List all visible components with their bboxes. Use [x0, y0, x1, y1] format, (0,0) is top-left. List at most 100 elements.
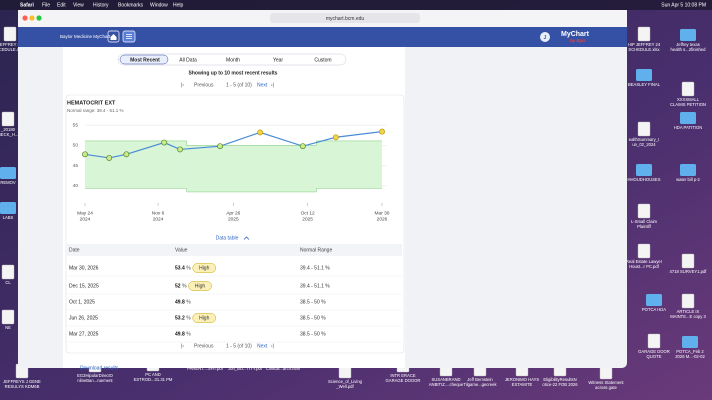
filter-tab[interactable]: Most Recent [130, 57, 160, 63]
row-value: 52 [175, 283, 181, 289]
address-bar[interactable] [270, 13, 420, 23]
pager-previous[interactable]: Previous [194, 343, 214, 349]
icon-label: Houst...r PC.pdf [629, 264, 660, 269]
high-flag-label: High [199, 266, 210, 272]
file-icon[interactable] [637, 243, 651, 259]
pager-previous[interactable]: Previous [194, 82, 214, 88]
avatar[interactable] [540, 32, 550, 42]
icon-label: _20180 [0, 127, 16, 132]
point[interactable] [106, 154, 113, 161]
icon-label: ealthSummary_I [629, 137, 660, 142]
row-range: 38.5 - 50 % [300, 299, 326, 305]
app-menu[interactable]: Safari [20, 2, 35, 8]
x-tick-year: 2024 [80, 216, 91, 222]
folder-icon[interactable] [646, 294, 662, 306]
zoom-button[interactable] [36, 15, 42, 21]
icon-label: BEASLEY FINAL [628, 82, 661, 87]
file-icon[interactable] [1, 264, 15, 280]
high-point[interactable] [257, 129, 264, 136]
row-unit: % [186, 331, 191, 337]
folder-icon[interactable] [680, 29, 696, 41]
icon-label: un_02_2024 [632, 142, 656, 147]
file-icon[interactable] [647, 333, 661, 349]
minimize-button[interactable] [29, 15, 35, 21]
brand: Baylor Medicine MyChart [60, 34, 111, 39]
row-range: 39.4 - 51.1 % [300, 265, 330, 271]
folder-icon[interactable] [636, 69, 652, 81]
icon-label: INTR ERACE [390, 373, 416, 378]
icon-label: HIP JEFFREY 24 [628, 42, 661, 47]
file-icon[interactable] [3, 26, 17, 42]
table-header [66, 244, 402, 256]
icon-label: JEFFREY 24 [0, 42, 23, 47]
point[interactable] [299, 143, 306, 150]
folder-icon[interactable] [0, 202, 16, 214]
row-range: 39.4 - 51.1 % [300, 283, 330, 289]
high-point[interactable] [332, 134, 339, 141]
point[interactable] [123, 151, 130, 158]
filter-tab[interactable]: Custom [314, 57, 331, 63]
filter-tab[interactable]: All Data [179, 57, 197, 63]
icon-label: ANBITIZ....cheque [429, 382, 464, 387]
icon-label: GARAGE DOOOR [386, 378, 421, 383]
file-icon[interactable] [637, 203, 651, 219]
close-button[interactable] [22, 15, 28, 21]
menu-items: File Edit View History Bookmarks Window Help [42, 2, 184, 8]
row-date: Dec 15, 2025 [69, 283, 99, 289]
file-icon[interactable] [681, 293, 695, 309]
x-tick-label: Oct 12 [301, 210, 315, 216]
icon-label: NECK_H... [0, 132, 18, 137]
icon-label: REMOV [0, 180, 16, 185]
avatar-letter: J [544, 35, 547, 41]
folder-icon[interactable] [682, 336, 698, 348]
filter-tab[interactable]: Year [273, 57, 283, 63]
file-icon[interactable] [637, 121, 651, 137]
download-results[interactable]: Download results [80, 365, 119, 371]
icon-label: LABS [3, 215, 14, 220]
icon-label: 4718 SURVEY1.pdf [670, 269, 708, 274]
point[interactable] [82, 151, 88, 158]
point[interactable] [177, 146, 183, 153]
icon-label: SCEDULE.xlsx [0, 47, 25, 52]
data-table-toggle[interactable]: Data table [216, 235, 239, 241]
pager-next[interactable]: Next [257, 343, 268, 349]
folder-icon[interactable] [680, 112, 696, 124]
folder-icon[interactable] [680, 164, 696, 176]
menu-item[interactable]: Window [150, 2, 168, 8]
menu-item[interactable]: Edit [57, 2, 66, 8]
menu-item[interactable]: Help [173, 2, 184, 8]
row-unit: % [186, 299, 191, 305]
folder-icon[interactable] [0, 167, 16, 179]
high-flag [192, 313, 216, 323]
icon-label: Plaintiff [637, 224, 651, 229]
pager-arrows: ›| [271, 82, 274, 88]
home-button[interactable] [107, 30, 120, 43]
file-icon[interactable] [1, 111, 15, 127]
high-flag-label: High [195, 284, 206, 290]
file-icon[interactable] [681, 81, 695, 97]
menu-item[interactable]: History [93, 2, 109, 8]
row-date: Oct 1, 2025 [69, 299, 95, 305]
file-icon[interactable] [637, 26, 651, 42]
icon-label: NE [5, 325, 11, 330]
row-range: 38.5 - 50 % [300, 315, 326, 321]
table-header-cell: Value [175, 247, 188, 253]
menu-item[interactable]: View [73, 2, 84, 8]
point[interactable] [161, 139, 168, 146]
filter-tab[interactable]: Month [226, 57, 240, 63]
icon-label: Clinical...arch.html [266, 366, 300, 371]
menu-item[interactable]: File [42, 2, 50, 8]
y-tick-label: 40 [73, 183, 79, 189]
folder-icon[interactable] [636, 164, 652, 176]
high-point[interactable] [379, 128, 385, 135]
file-icon[interactable] [681, 253, 695, 269]
icon-label: CL [5, 280, 11, 285]
icon-label: health s...2finished [671, 47, 707, 52]
menu-item[interactable]: Bookmarks [118, 2, 144, 8]
pager-next[interactable]: Next [257, 82, 268, 88]
point[interactable] [217, 143, 224, 150]
icon-label: QUOTE [647, 354, 662, 359]
x-tick-year: 2025 [228, 216, 239, 222]
file-icon[interactable] [1, 309, 15, 325]
